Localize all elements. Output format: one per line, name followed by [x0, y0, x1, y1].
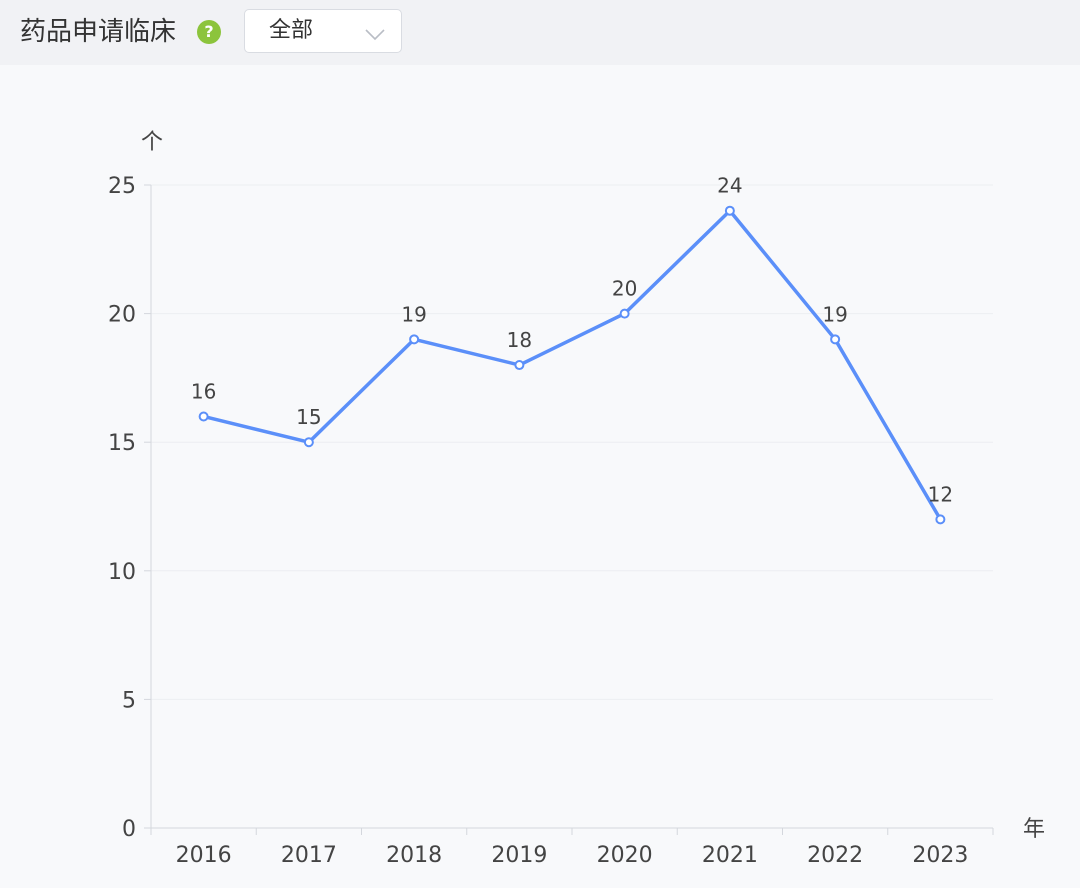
data-point [303, 437, 314, 448]
data-point [935, 514, 946, 525]
x-tick-label: 2017 [281, 843, 337, 868]
data-point [830, 334, 841, 345]
data-label: 20 [612, 277, 637, 301]
y-tick-label: 0 [122, 817, 136, 842]
chart-header: 药品申请临床 ? 全部 [0, 0, 1080, 65]
x-tick-label: 2022 [807, 843, 863, 868]
data-label: 18 [507, 328, 532, 352]
data-label: 12 [928, 482, 953, 506]
help-icon[interactable]: ? [197, 20, 221, 44]
chart-title: 药品申请临床 [20, 17, 177, 47]
series-line [201, 208, 943, 522]
x-tick-label: 2023 [912, 843, 968, 868]
category-filter-value: 全部 [269, 18, 314, 43]
data-label: 16 [191, 379, 216, 403]
y-tick-label: 15 [108, 431, 136, 456]
x-tick-label: 2019 [491, 843, 547, 868]
x-unit-label: 年 [1023, 817, 1045, 842]
y-unit-label: 个 [141, 130, 163, 155]
y-tick-label: 25 [108, 174, 136, 199]
x-tick-label: 2018 [386, 843, 442, 868]
data-label: 19 [822, 302, 847, 326]
chevron-down-icon [365, 29, 385, 41]
x-tick-label: 2016 [176, 843, 232, 868]
data-label: 24 [717, 174, 742, 198]
data-point [619, 308, 630, 319]
y-tick-label: 5 [122, 688, 136, 713]
data-label: 19 [401, 302, 426, 326]
data-point [198, 411, 209, 422]
x-tick-label: 2021 [702, 843, 758, 868]
data-label: 15 [296, 405, 321, 429]
data-point [724, 205, 735, 216]
y-tick-label: 20 [108, 303, 136, 328]
category-filter-select[interactable]: 全部 [244, 9, 402, 53]
y-tick-label: 10 [108, 560, 136, 585]
x-tick-label: 2020 [597, 843, 653, 868]
data-point [514, 360, 525, 371]
data-point [409, 334, 420, 345]
chart-area: 0 5 10 15 20 25 2016 2017 2018 2019 2020 2021 2022 20… [0, 65, 1080, 884]
